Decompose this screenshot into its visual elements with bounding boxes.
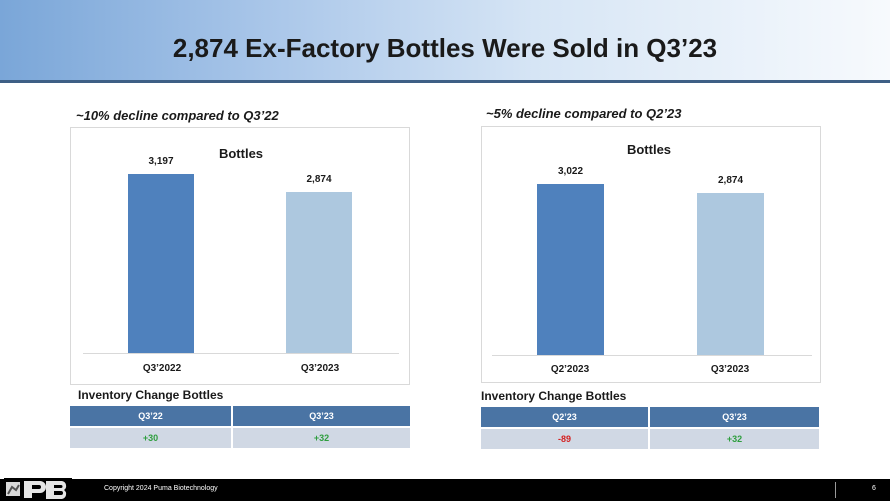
title-rule xyxy=(0,80,890,83)
left-inventory-value-2: +32 xyxy=(233,428,410,448)
right-category-label-q2-2023: Q2’2023 xyxy=(550,364,590,375)
footer-divider xyxy=(835,482,836,498)
left-inventory-header-1: Q3’22 xyxy=(70,406,231,426)
right-inventory-table: Q2’23 Q3’23 -89 +32 xyxy=(481,407,819,451)
left-chart: Bottles 3,197 2,874 Q3’2022 Q3’2023 xyxy=(70,127,410,385)
footer-copyright: Copyright 2024 Puma Biotechnology xyxy=(104,485,218,492)
left-category-label-q3-2023: Q3’2023 xyxy=(300,363,340,374)
right-inventory-heading: Inventory Change Bottles xyxy=(481,389,627,403)
left-chart-axis xyxy=(83,353,399,354)
left-chart-title: Bottles xyxy=(218,146,264,161)
left-category-label-q3-2022: Q3’2022 xyxy=(142,363,182,374)
right-bar-q3-2023 xyxy=(697,192,764,355)
company-logo-icon xyxy=(4,478,72,500)
title-banner xyxy=(0,0,890,80)
right-bar-label-q2-2023: 3,022 xyxy=(557,166,584,178)
footer: Copyright 2024 Puma Biotechnology 6 xyxy=(0,479,890,501)
right-inventory-header-1: Q2’23 xyxy=(481,407,648,427)
left-bar-label-q3-2023: 2,874 xyxy=(306,173,332,185)
right-bar-q2-2023 xyxy=(537,184,604,355)
right-chart-axis xyxy=(492,355,812,356)
slide-title: 2,874 Ex-Factory Bottles Were Sold in Q3… xyxy=(172,33,718,63)
left-inventory-header-2: Q3’23 xyxy=(233,406,410,426)
left-bar-label-q3-2022: 3,197 xyxy=(148,155,174,167)
right-chart: Bottles 3,022 2,874 Q2’2023 Q3’2023 xyxy=(481,126,821,383)
right-chart-title: Bottles xyxy=(626,142,672,157)
left-inventory-heading: Inventory Change Bottles xyxy=(78,388,224,402)
right-category-label-q3-2023: Q3’2023 xyxy=(710,364,750,375)
left-bar-q3-2023 xyxy=(286,191,352,353)
right-chart-subtitle: ~5% decline compared to Q2’23 xyxy=(486,106,682,121)
right-inventory-value-2: +32 xyxy=(650,429,819,449)
page-number: 6 xyxy=(872,485,876,492)
right-inventory-header-2: Q3’23 xyxy=(650,407,819,427)
right-bar-label-q3-2023: 2,874 xyxy=(717,174,744,186)
left-inventory-table: Q3’22 Q3’23 +30 +32 xyxy=(70,406,410,450)
right-inventory-value-1: -89 xyxy=(481,429,648,449)
left-bar-q3-2022 xyxy=(128,173,194,353)
left-chart-subtitle: ~10% decline compared to Q3’22 xyxy=(76,108,279,123)
left-inventory-value-1: +30 xyxy=(70,428,231,448)
